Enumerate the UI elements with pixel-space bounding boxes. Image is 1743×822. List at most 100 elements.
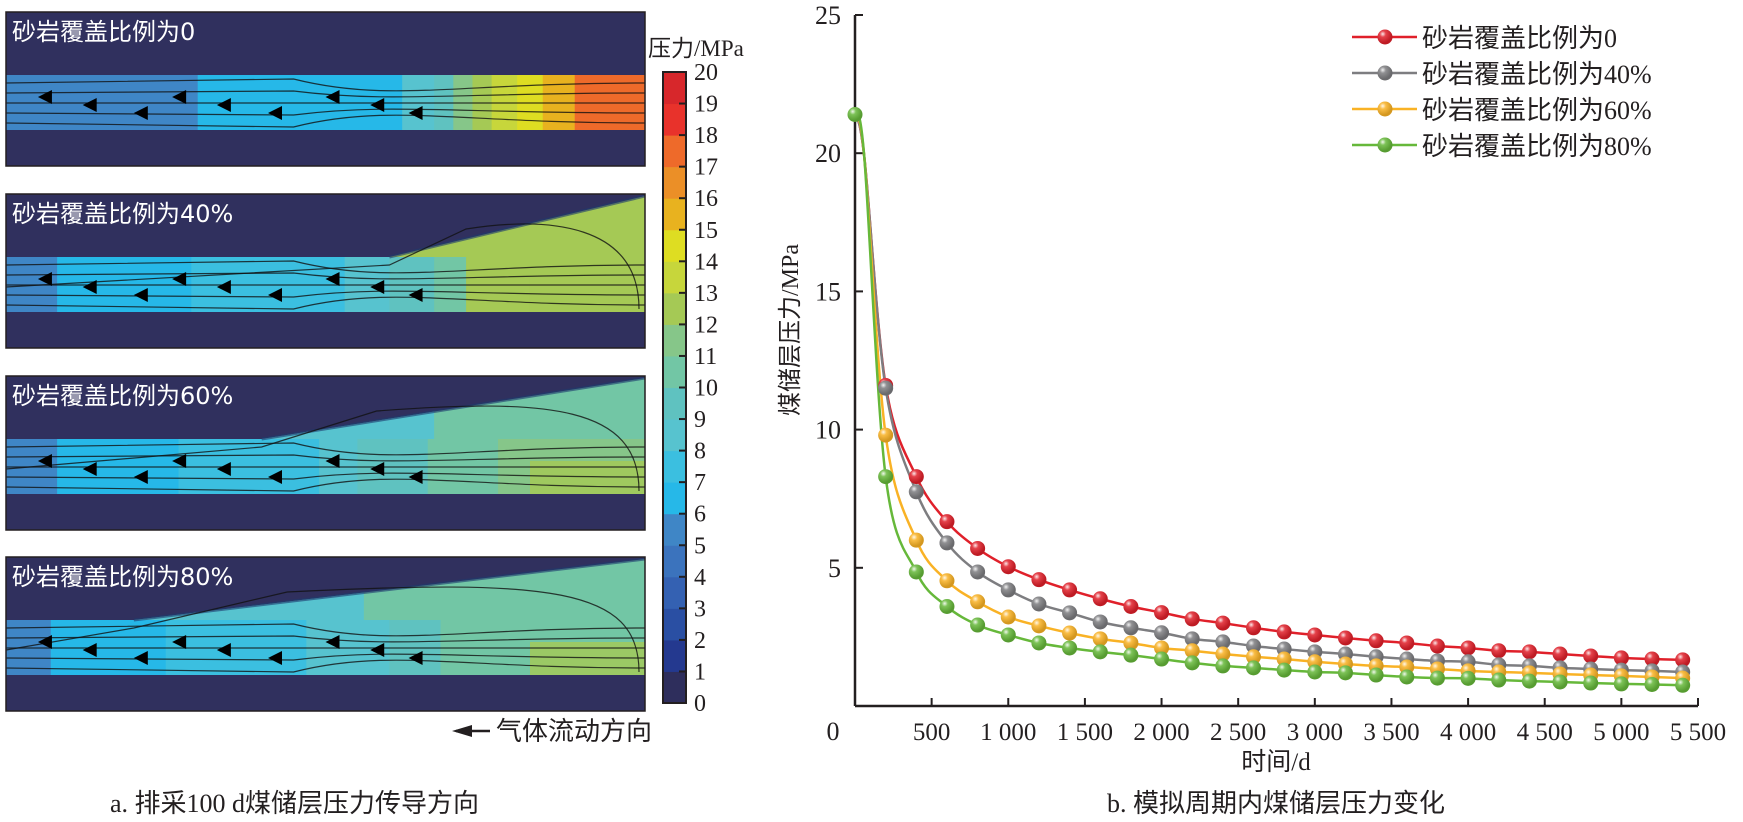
data-point xyxy=(939,514,955,530)
flow-arrow-icon xyxy=(82,280,97,294)
colorbar-band xyxy=(663,72,686,105)
flow-arrow-icon xyxy=(172,272,187,286)
data-point xyxy=(1154,640,1170,656)
x-tick-label: 3 000 xyxy=(1287,719,1343,746)
data-point xyxy=(1062,605,1078,621)
legend-item: 砂岩覆盖比例为0 xyxy=(1352,24,1617,53)
data-point xyxy=(1092,644,1108,660)
colorbar-band xyxy=(663,198,686,231)
streamline xyxy=(5,472,646,480)
data-point xyxy=(908,532,924,548)
left-arrow-icon xyxy=(452,725,472,737)
colorbar-band xyxy=(663,450,686,483)
flow-arrow-icon xyxy=(267,470,282,484)
flow-arrow-icon xyxy=(82,462,97,476)
data-point xyxy=(1521,673,1537,689)
x-tick-label: 4 000 xyxy=(1440,719,1496,746)
y-tick-label: 15 xyxy=(815,277,841,306)
data-point xyxy=(1184,643,1200,659)
data-point xyxy=(1307,627,1323,643)
data-point xyxy=(1246,649,1262,665)
flow-arrow-icon xyxy=(325,635,340,649)
y-tick-label: 20 xyxy=(815,139,841,168)
colorbar-band xyxy=(663,135,686,168)
colorbar-tick-label: 6 xyxy=(694,502,706,528)
colorbar-tick-label: 1 xyxy=(694,659,706,685)
legend-item: 砂岩覆盖比例为40% xyxy=(1352,60,1652,89)
data-point xyxy=(1184,611,1200,627)
data-point xyxy=(1675,652,1691,668)
data-point xyxy=(970,594,986,610)
data-point xyxy=(1215,658,1231,674)
data-point xyxy=(1644,676,1660,692)
flow-arrow-icon xyxy=(370,643,385,657)
flow-arrow-icon xyxy=(37,90,52,104)
flow-arrow-icon xyxy=(408,470,423,484)
data-point xyxy=(1154,651,1170,667)
flow-arrow-icon xyxy=(37,454,52,468)
colorbar-tick-label: 16 xyxy=(694,186,718,212)
streamline xyxy=(5,442,646,456)
colorbar-title: 压力/MPa xyxy=(648,36,744,61)
flow-arrow-icon xyxy=(133,288,148,302)
data-point xyxy=(1215,615,1231,631)
series-line xyxy=(853,114,1683,680)
data-point xyxy=(1337,665,1353,681)
left-caption: a. 排采100 d煤储层压力传导方向 xyxy=(110,789,479,818)
data-point xyxy=(1184,631,1200,647)
flow-arrow-icon xyxy=(325,454,340,468)
flow-arrow-icon xyxy=(216,98,231,112)
flow-arrow-icon xyxy=(370,98,385,112)
flow-arrow-icon xyxy=(408,288,423,302)
flow-arrow-icon xyxy=(370,462,385,476)
data-point xyxy=(1246,638,1262,654)
colorbar-tick-label: 2 xyxy=(694,628,706,654)
flow-arrow-icon xyxy=(82,643,97,657)
flow-arrow-icon xyxy=(370,280,385,294)
colorbar-tick-label: 18 xyxy=(694,123,718,149)
data-point xyxy=(847,107,863,123)
data-point xyxy=(878,427,894,443)
colorbar-tick-label: 20 xyxy=(694,60,718,86)
colorbar-tick-label: 10 xyxy=(694,376,718,402)
flow-arrow-icon xyxy=(133,651,148,665)
data-point xyxy=(878,469,894,485)
x-tick-label: 500 xyxy=(913,719,951,746)
data-point xyxy=(1031,596,1047,612)
flow-arrow-icon xyxy=(267,106,282,120)
data-point xyxy=(1491,672,1507,688)
flow-arrow-icon xyxy=(216,643,231,657)
legend-label: 砂岩覆盖比例为40% xyxy=(1422,60,1652,89)
colorbar-tick-label: 13 xyxy=(694,281,718,307)
colorbar-tick-label: 7 xyxy=(694,470,706,496)
streamline xyxy=(5,454,646,462)
y-tick-label: 25 xyxy=(815,1,841,30)
panel-label: 砂岩覆盖比例为40% xyxy=(12,200,233,228)
data-point xyxy=(908,484,924,500)
data-point xyxy=(970,564,986,580)
flow-arrow-icon xyxy=(37,272,52,286)
flow-arrow-icon xyxy=(172,90,187,104)
x-tick-label: 3 500 xyxy=(1363,719,1419,746)
colorbar-band xyxy=(663,324,686,357)
data-point xyxy=(970,540,986,556)
flow-arrow-icon xyxy=(216,462,231,476)
data-point xyxy=(1092,591,1108,607)
colorbar-tick-label: 12 xyxy=(694,312,718,338)
data-point xyxy=(1092,614,1108,630)
colorbar-tick-label: 3 xyxy=(694,596,706,622)
data-point xyxy=(1000,609,1016,625)
legend-label: 砂岩覆盖比例为80% xyxy=(1422,132,1652,161)
data-point xyxy=(1583,675,1599,691)
flow-direction-label: 气体流动方向 xyxy=(496,717,652,746)
x-tick-label: 4 500 xyxy=(1517,719,1573,746)
data-point xyxy=(1276,624,1292,640)
legend-item: 砂岩覆盖比例为60% xyxy=(1352,96,1652,125)
streamline xyxy=(5,260,646,274)
legend-item: 砂岩覆盖比例为80% xyxy=(1352,132,1652,161)
flow-direction-legend: 气体流动方向 xyxy=(452,717,652,746)
colorbar-band xyxy=(663,608,686,641)
streamline xyxy=(5,659,646,673)
data-point xyxy=(1031,618,1047,634)
data-point xyxy=(1491,643,1507,659)
